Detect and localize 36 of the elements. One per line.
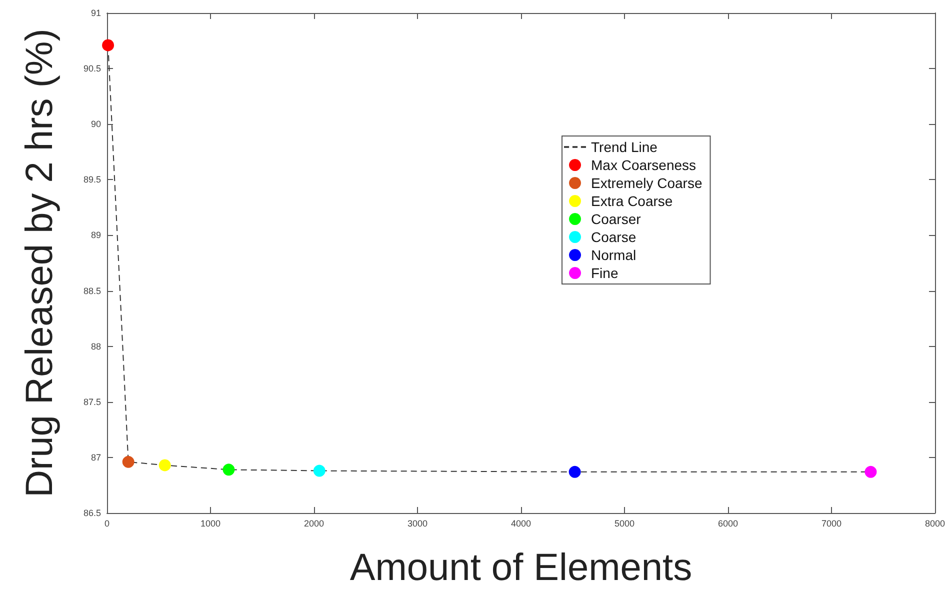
y-tick-label: 88 [90, 341, 101, 352]
y-tick-label: 87.5 [83, 396, 101, 407]
y-tick-label: 89.5 [83, 174, 101, 185]
point [158, 459, 171, 472]
x-tick-label: 7000 [821, 518, 842, 528]
y-tick-label: 86.5 [83, 508, 101, 518]
point [568, 466, 581, 478]
point [222, 464, 235, 476]
legend-label: Extremely Coarse [591, 175, 702, 191]
y-tick-label: 91 [90, 8, 101, 18]
x-tick-label: 5000 [614, 518, 635, 528]
x-tick-label: 8000 [924, 518, 946, 528]
x-tick-label: 2000 [304, 518, 324, 528]
x-axis-title: Amount of Elements [350, 547, 692, 589]
y-tick-label: 88.5 [83, 286, 101, 296]
legend-label: Fine [591, 265, 618, 281]
point [864, 466, 877, 478]
point [313, 464, 326, 477]
y-tick-label: 89 [90, 230, 101, 240]
legend-label: Trend Line [591, 139, 658, 155]
y-tick-label: 90.5 [83, 64, 101, 74]
x-tick-label: 6000 [718, 518, 738, 528]
x-tick-label: 3000 [407, 518, 428, 528]
legend-label: Coarse [591, 229, 636, 245]
legend-label: Coarser [591, 211, 642, 227]
point [122, 456, 134, 468]
x-tick-label: 0 [104, 518, 110, 528]
legend-label: Extra Coarse [591, 193, 673, 209]
legend-label: Max Coarseness [591, 157, 696, 173]
legend-label: Normal [591, 247, 636, 263]
x-tick-label: 1000 [200, 518, 221, 528]
point [102, 39, 114, 52]
y-axis-title: Drug Released by 2 hrs (%) [19, 28, 61, 498]
y-tick-label: 87 [90, 452, 101, 462]
y-tick-label: 90 [90, 119, 101, 130]
x-tick-label: 4000 [510, 518, 532, 528]
